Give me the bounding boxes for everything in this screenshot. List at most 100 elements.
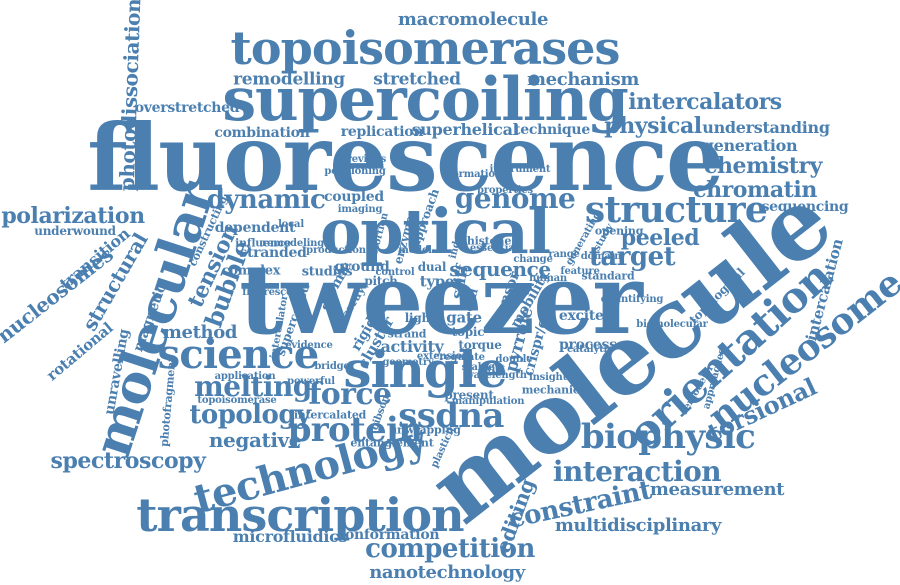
- word-model: model: [398, 245, 432, 256]
- word-photodissociation: photodissociation: [114, 0, 146, 192]
- word-spectroscopy: spectroscopy: [50, 448, 206, 474]
- word-histone: histone: [466, 234, 512, 248]
- word-replication: replication: [340, 124, 424, 140]
- word-torque: torque: [458, 338, 502, 352]
- word-standard: standard: [581, 269, 635, 283]
- word-range: range: [548, 249, 580, 260]
- word-peeled: peeled: [620, 225, 700, 251]
- word-single: single: [343, 340, 507, 399]
- word-method: method: [162, 322, 238, 343]
- word-sequencing: sequencing: [761, 199, 849, 215]
- word-nanotechnology: nanotechnology: [369, 562, 525, 583]
- word-quantifying: quantifying: [600, 294, 664, 305]
- word-pitch: pitch: [364, 274, 398, 288]
- word-intercalators: intercalators: [628, 89, 782, 115]
- word-opening: opening: [594, 224, 644, 238]
- word-twist: twist: [478, 364, 506, 375]
- word-geometry: geometry: [382, 357, 434, 368]
- word-light: light: [404, 311, 436, 325]
- word-previous: previous: [339, 154, 387, 165]
- word-feature: feature: [560, 266, 600, 277]
- word-unwrapping: unwrapping: [389, 423, 461, 437]
- word-human: human: [529, 273, 567, 284]
- word-properties: properties: [477, 185, 533, 196]
- word-genome: genome: [454, 182, 576, 215]
- word-conformation: conformation: [336, 527, 440, 543]
- word-chemistry: chemistry: [704, 153, 822, 179]
- word-protein: protein: [287, 410, 423, 450]
- word-optical: optical: [320, 195, 551, 268]
- word-tweezer: tweezer: [239, 243, 643, 356]
- word-remodelling: remodelling: [233, 69, 345, 90]
- word-supercoiling: supercoiling: [222, 65, 628, 135]
- word-stretched: stretched: [373, 69, 461, 90]
- word-superhelical: superhelical: [411, 120, 519, 139]
- word-stable: stable: [461, 362, 495, 373]
- word-ssdna: ssdna: [398, 396, 504, 436]
- word-studies: studies: [301, 264, 353, 280]
- word-transcription: transcription: [136, 488, 464, 542]
- word-physical: physical: [604, 113, 702, 139]
- word-coupled: coupled: [324, 189, 384, 205]
- word-fluorescence: fluorescence: [87, 104, 724, 212]
- word-remodeling: remodeling: [261, 238, 325, 249]
- word-manipulation: manipulation: [451, 396, 525, 407]
- word-control: control: [375, 267, 415, 278]
- word-strand: strand: [387, 327, 427, 341]
- word-local: local: [278, 219, 304, 230]
- word-melting: melting: [194, 370, 312, 403]
- word-dual: dual: [417, 260, 447, 274]
- word-catalytic: catalytic: [567, 344, 613, 355]
- word-biophysic: biophysic: [580, 417, 756, 457]
- word-negative: negative: [208, 428, 302, 452]
- word-double: double: [495, 354, 533, 365]
- word-domain: domain: [580, 251, 622, 262]
- word-insight: insight: [529, 372, 567, 383]
- word-influence: influence: [235, 236, 291, 250]
- word-topic: topic: [451, 325, 485, 339]
- word-intercalated: intercalated: [293, 408, 367, 422]
- word-stranded: stranded: [239, 245, 307, 261]
- word-types: types: [419, 272, 463, 291]
- word-bridge: bridge: [314, 361, 350, 372]
- word-ground: ground: [334, 259, 390, 275]
- word-competition: competition: [365, 534, 535, 564]
- word-macromolecule: macromolecule: [397, 9, 549, 30]
- word-wavelength: wavelength: [465, 370, 527, 381]
- word-evidence: evidence: [285, 340, 333, 351]
- word-positioning: positioning: [324, 166, 386, 177]
- word-mechanism: mechanism: [526, 69, 640, 90]
- word-target: target: [588, 242, 676, 272]
- word-understanding: understanding: [702, 118, 830, 137]
- word-chromatin: chromatin: [693, 177, 817, 203]
- word-structure: structure: [584, 189, 768, 231]
- word-essential: essential: [469, 243, 519, 254]
- word-application: application: [214, 371, 276, 382]
- word-excited: excited: [558, 308, 614, 324]
- word-present: present: [444, 388, 494, 402]
- word-topoisomerase: topoisomerase: [197, 395, 277, 406]
- word-underwound: underwound: [34, 224, 116, 238]
- word-science: science: [157, 331, 320, 378]
- word-force: force: [308, 377, 392, 412]
- word-processes: processes: [559, 337, 633, 353]
- word-powerful: powerful: [287, 376, 335, 387]
- word-activity: activity: [380, 337, 444, 356]
- word-instrument: instrument: [489, 164, 551, 175]
- word-dependent: dependent: [214, 220, 296, 236]
- word-topology: topology: [189, 400, 311, 430]
- word-topoisomerases: topoisomerases: [230, 21, 621, 75]
- word-extension: extension: [416, 351, 470, 362]
- word-formation: formation: [448, 169, 502, 180]
- word-generation: generation: [702, 136, 798, 155]
- word-microfluidics: microfluidics: [232, 527, 348, 546]
- word-multidisciplinary: multidisciplinary: [554, 515, 722, 536]
- word-measurement: measurement: [649, 479, 785, 500]
- word-technique: technique: [514, 122, 590, 138]
- word-gate: gate: [446, 308, 482, 327]
- word-biomolecular: biomolecular: [636, 319, 708, 330]
- word-regulate: regulate: [439, 352, 485, 363]
- word-dynamic: dynamic: [206, 185, 326, 215]
- word-production: production: [306, 245, 366, 256]
